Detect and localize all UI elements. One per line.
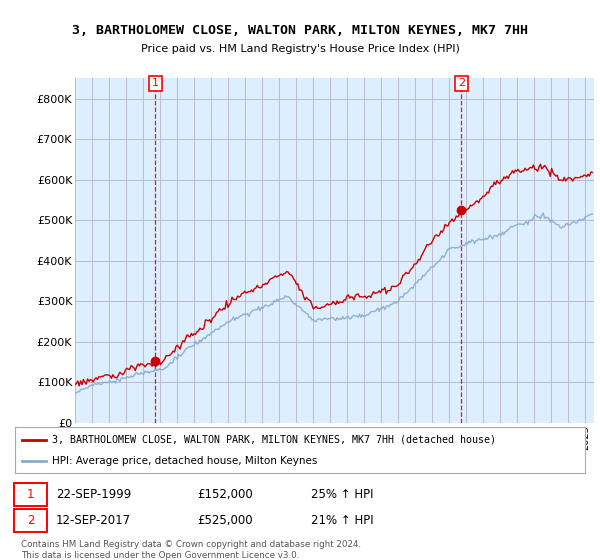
FancyBboxPatch shape [14, 509, 47, 532]
Text: 22-SEP-1999: 22-SEP-1999 [56, 488, 131, 501]
FancyBboxPatch shape [14, 483, 47, 506]
Text: 2: 2 [458, 78, 465, 88]
Text: 3, BARTHOLOMEW CLOSE, WALTON PARK, MILTON KEYNES, MK7 7HH: 3, BARTHOLOMEW CLOSE, WALTON PARK, MILTO… [72, 24, 528, 38]
Text: 2: 2 [26, 514, 34, 527]
Text: HPI: Average price, detached house, Milton Keynes: HPI: Average price, detached house, Milt… [52, 456, 317, 466]
Text: Price paid vs. HM Land Registry's House Price Index (HPI): Price paid vs. HM Land Registry's House … [140, 44, 460, 54]
Text: 1: 1 [26, 488, 34, 501]
Text: Contains HM Land Registry data © Crown copyright and database right 2024.
This d: Contains HM Land Registry data © Crown c… [21, 540, 361, 559]
Point [18, 458, 25, 464]
Text: £152,000: £152,000 [197, 488, 253, 501]
Text: £525,000: £525,000 [197, 514, 253, 527]
Point [18, 436, 25, 443]
Text: 25% ↑ HPI: 25% ↑ HPI [311, 488, 374, 501]
Point [43, 458, 50, 464]
Text: 12-SEP-2017: 12-SEP-2017 [56, 514, 131, 527]
Text: 21% ↑ HPI: 21% ↑ HPI [311, 514, 374, 527]
Text: 1: 1 [152, 78, 159, 88]
Point [43, 436, 50, 443]
Text: 3, BARTHOLOMEW CLOSE, WALTON PARK, MILTON KEYNES, MK7 7HH (detached house): 3, BARTHOLOMEW CLOSE, WALTON PARK, MILTO… [52, 435, 496, 445]
